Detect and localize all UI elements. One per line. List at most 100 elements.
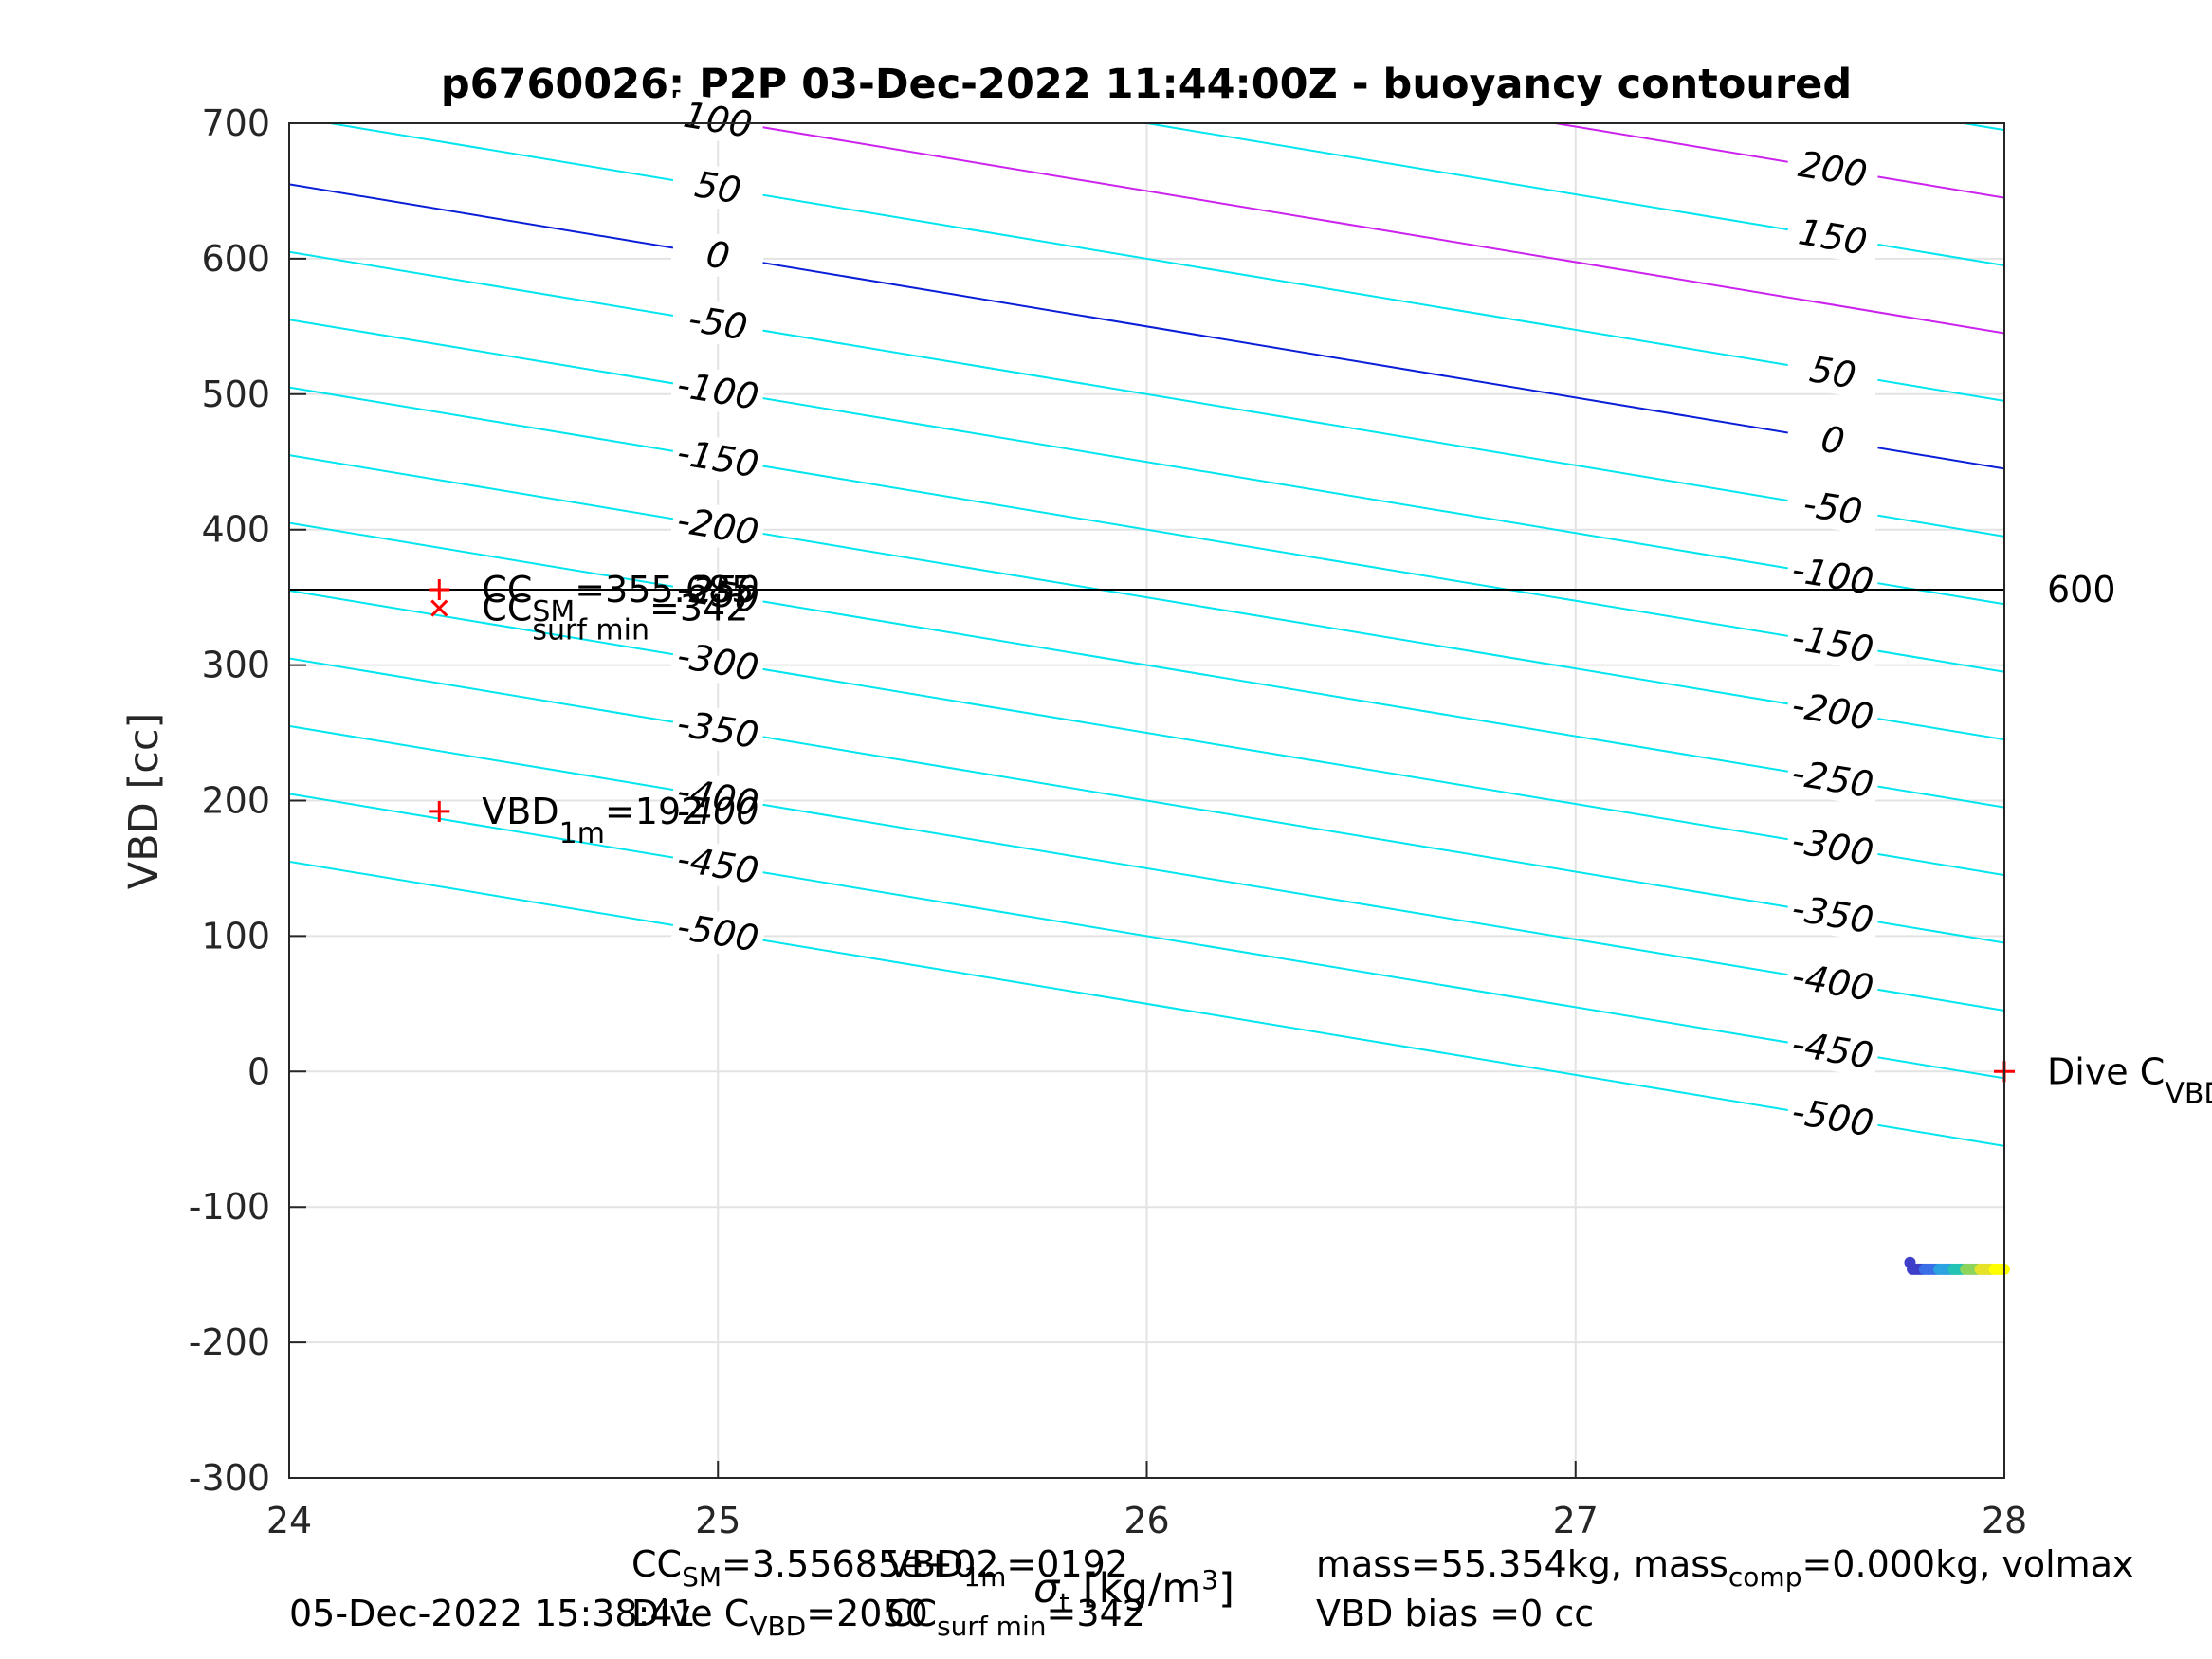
contour-line [289,793,2004,1080]
contour-label: -100 [674,363,761,418]
contour-label-bg [1784,1021,1882,1078]
y-tick-label: 100 [201,915,270,957]
marker-annotation: VBD1m=192 [482,791,704,850]
x-tick-label: 25 [695,1500,740,1541]
contour-label-bg [669,498,767,555]
contour-label: -450 [1789,1023,1876,1078]
contour-label: -500 [1789,1090,1876,1145]
contour-label-bg [1784,344,1882,401]
contour-label: -350 [674,702,761,757]
marker-annotation: CCsurf min=342 [482,588,748,647]
reference-line: 600 [289,569,2116,611]
y-tick-label: -200 [189,1322,270,1363]
contour-line [289,724,2004,1012]
contour-label-bg [1784,885,1882,943]
contour-line [289,521,2004,809]
contour-label-bg [669,295,767,352]
contour-label: -150 [674,431,761,486]
y-tick-label: 400 [201,509,270,551]
y-tick-label: -100 [189,1186,270,1228]
x-tick-label: 27 [1553,1500,1599,1541]
x-tick-label: 26 [1124,1500,1169,1541]
contour-label-bg [1784,1089,1882,1146]
contour-label-bg [1784,818,1882,875]
footer-mass: mass=55.354kg, masscomp=0.000kg, volmax [1316,1543,2134,1593]
y-axis-label: VBD [cc] [120,713,168,890]
contour-label-bg [1784,683,1882,739]
marker-annotation: CCSM=355.685 [482,569,754,629]
contour-label: -100 [1789,549,1876,604]
contour-line [289,454,2004,741]
contour-label: -450 [674,838,761,893]
contour-line [289,250,2004,538]
contour-label-bg [669,362,767,419]
contour-line [323,123,2004,402]
contour-label-bg [669,701,767,758]
contour-label: -50 [1801,483,1865,534]
contour-line [289,386,2004,673]
footer-cc-surf-min: CCsurf min=342 [887,1593,1145,1642]
contour-label: -200 [674,499,761,554]
footer-date: 05-Dec-2022 15:38:41 [289,1593,696,1634]
contour-label: -50 [686,298,750,349]
contour-line [289,590,2004,877]
x-tick-label: 28 [1982,1500,2027,1541]
y-tick-label: 300 [201,645,270,686]
contour-line [289,319,2004,606]
contour-label-bg [669,91,767,148]
y-tick-label: 700 [201,102,270,144]
contour-label: -250 [1789,752,1876,807]
contour-label: -500 [674,905,761,960]
contour-label-bg [669,159,767,216]
contour-label-bg [1784,954,1882,1011]
y-tick-label: 500 [201,374,270,415]
contour-label-bg [669,633,767,690]
contour-label-bg [1784,615,1882,672]
contour-label: -150 [1789,616,1876,671]
contour-label-bg [1784,751,1882,808]
contour-label: 200 [1796,143,1871,195]
contour-label-bg [669,836,767,893]
y-tick-label: 0 [247,1050,270,1092]
chart-title: p6760026: P2P 03-Dec-2022 11:44:00Z - bu… [441,61,1852,108]
x-axis-label: σt [kg/m3] [1033,1564,1234,1618]
contour-label: 150 [1796,210,1871,263]
contour-labels: -500 -450 -400 -350 -300 -250 -200 -150 -100 -500… [669,91,1882,1146]
x-tick-label: 24 [266,1500,312,1541]
contour-line [289,657,2004,944]
contour-label-bg [1784,141,1882,198]
contour-label-bg [669,430,767,487]
contour-label-bg [1784,411,1882,468]
x-marker [430,599,448,617]
contour-line [732,123,2004,335]
contour-label-bg [669,227,767,283]
y-tick-label: 600 [201,238,270,280]
contour-label-bg [669,769,767,826]
contour-label: 50 [692,163,744,211]
y-tick-label: -300 [189,1457,270,1499]
marker-annotation: Dive CVBD [2047,1050,2212,1110]
contour-label: 50 [1807,348,1859,396]
footer-ccsm: CCSM=3.55685e+02 [631,1543,999,1593]
contour-label: -300 [1789,819,1876,874]
footer-vbd1m: VBD1m=0192 [887,1543,1128,1593]
footer-dive-cvbd: Dive CVBD=2050 [631,1593,928,1642]
contour-label: -300 [674,634,761,689]
footer-line1-left: CCSM=3.55685e+02 [631,1543,999,1593]
reference-line-label: 600 [2047,569,2116,611]
contour-label: -400 [677,791,759,832]
contour-label-bg [669,566,767,623]
contour-label: -400 [1789,955,1876,1010]
axis-ticks: 24 25 26 27 28 700 600 500 400 300 200 100 0 -100 -200… [189,102,2027,1541]
footer-vbd-bias: VBD bias =0 cc [1316,1593,1595,1634]
contour-label: -350 [1789,887,1876,942]
contour-line [289,183,2004,470]
contour-label-bg [1784,209,1882,265]
contour-line [289,860,2004,1147]
contour-label-bg [669,904,767,961]
contour-label: -200 [1789,684,1876,738]
contour-line [1549,123,2004,199]
dive-points [1904,1256,2010,1275]
